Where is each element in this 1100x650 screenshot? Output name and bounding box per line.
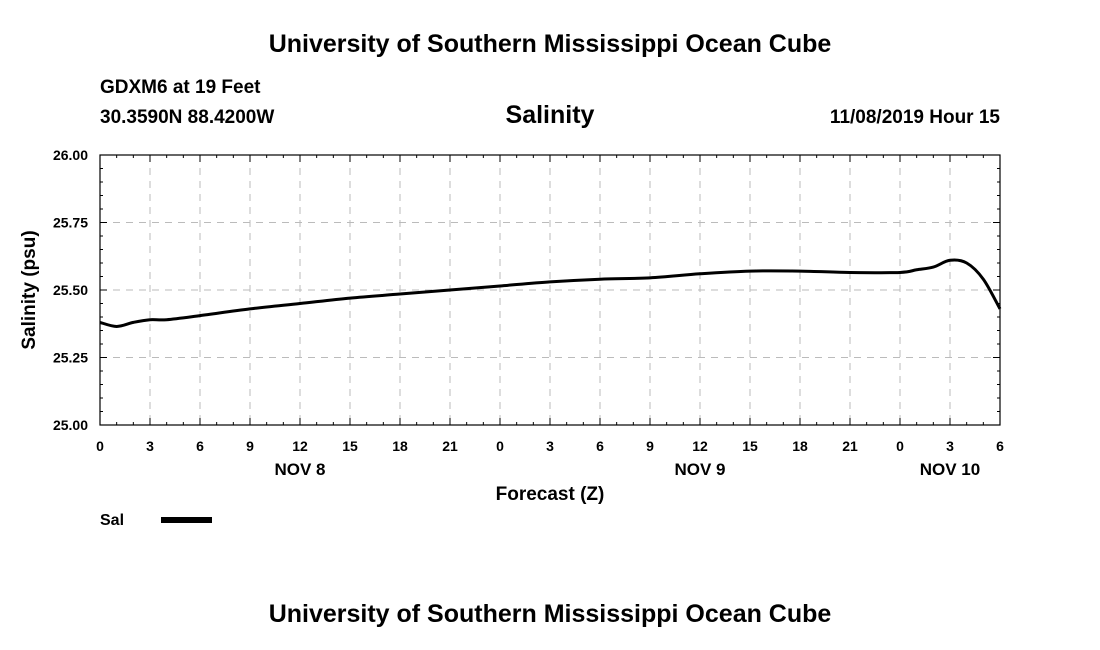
grid-layer (100, 155, 1000, 425)
forecast-datetime: 11/08/2019 Hour 15 (829, 107, 1000, 128)
x-tick-label: 12 (692, 438, 708, 454)
x-tick-label: 3 (146, 438, 154, 454)
x-tick-label: 12 (292, 438, 308, 454)
x-axis-title: Forecast (Z) (496, 484, 605, 505)
x-tick-label: 15 (342, 438, 358, 454)
x-tick-label: 18 (792, 438, 808, 454)
chart-variable-title: Salinity (505, 101, 595, 129)
legend: Sal (100, 512, 212, 529)
x-tick-label: 6 (596, 438, 604, 454)
bottom-title: University of Southern Mississippi Ocean… (268, 600, 832, 628)
x-tick-label: 3 (546, 438, 554, 454)
y-tick-label: 25.25 (53, 350, 88, 366)
x-tick-label: 18 (392, 438, 408, 454)
x-tick-label: 9 (246, 438, 254, 454)
x-tick-label: 6 (196, 438, 204, 454)
x-tick-label: 9 (646, 438, 654, 454)
x-tick-label: 6 (996, 438, 1004, 454)
y-tick-label: 26.00 (53, 147, 88, 163)
x-tick-label: 21 (842, 438, 858, 454)
y-tick-label: 25.50 (53, 282, 88, 298)
day-label: NOV 8 (274, 460, 325, 479)
x-tick-label: 0 (96, 438, 104, 454)
x-tick-label: 15 (742, 438, 758, 454)
series-layer (99, 258, 1002, 328)
top-title: University of Southern Mississippi Ocean… (268, 30, 832, 58)
day-label: NOV 9 (674, 460, 725, 479)
x-tick-label: 21 (442, 438, 458, 454)
y-axis-title: Salinity (psu) (19, 230, 40, 349)
series-line-sal (99, 258, 1002, 328)
day-label: NOV 10 (920, 460, 980, 479)
y-tick-label: 25.75 (53, 215, 88, 231)
legend-label: Sal (100, 512, 124, 529)
x-tick-label: 0 (896, 438, 904, 454)
ticks-layer: 0 3 6 9 12 15 18 21 0 3 6 9 12 15 18 21 0 3 6 NOV 8 NOV 9 NOV… (53, 147, 1004, 479)
y-tick-label: 25.00 (53, 417, 88, 433)
x-tick-label: 0 (496, 438, 504, 454)
coordinates-label: 30.3590N 88.4200W (100, 107, 275, 128)
x-tick-label: 3 (946, 438, 954, 454)
station-label: GDXM6 at 19 Feet (100, 77, 261, 98)
